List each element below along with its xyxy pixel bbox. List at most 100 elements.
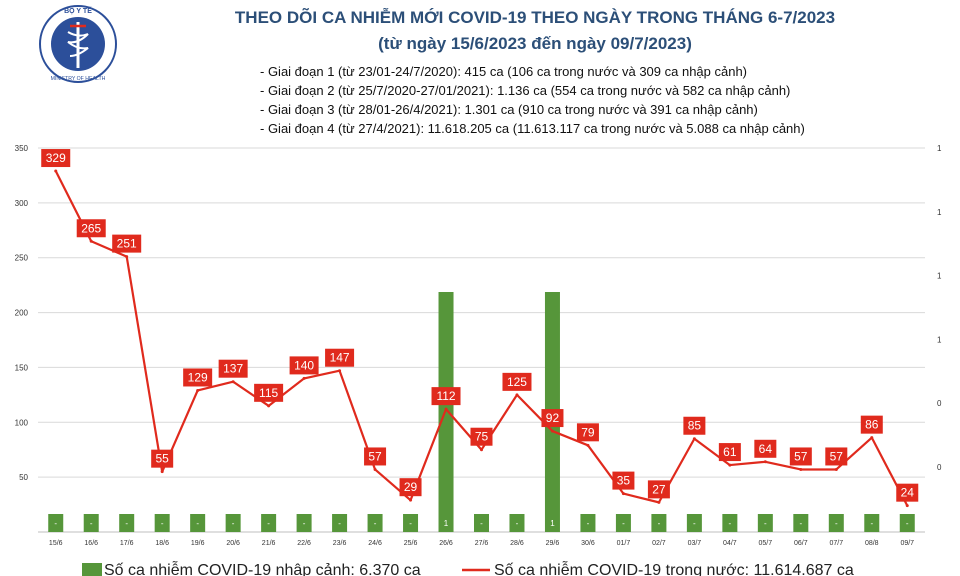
x-category-label: 15/6 <box>49 540 63 547</box>
y-axis-right: 1 1 1 1 0 0 <box>937 144 942 472</box>
domestic-data-label: 86 <box>865 418 879 432</box>
domestic-point <box>764 460 767 463</box>
domestic-data-label-box: 140 <box>290 356 319 374</box>
domestic-data-label-box: 86 <box>861 416 883 434</box>
domestic-point <box>799 468 802 471</box>
domestic-data-label-box: 329 <box>41 149 70 167</box>
domestic-point <box>551 430 554 433</box>
x-category-label: 18/6 <box>155 540 169 547</box>
x-category-label: 04/7 <box>723 540 737 547</box>
domestic-data-label: 147 <box>330 351 350 365</box>
x-category-label: 05/7 <box>759 540 773 547</box>
domestic-data-label-box: 64 <box>754 440 776 458</box>
domestic-point <box>161 470 164 473</box>
import-bar-label: - <box>125 519 128 528</box>
domestic-data-label-box: 29 <box>400 478 422 496</box>
import-bar-label: - <box>835 519 838 528</box>
import-bar-label: - <box>729 519 732 528</box>
domestic-data-label-box: 79 <box>577 423 599 441</box>
legend-bar-label: Số ca nhiễm COVID-19 nhập cảnh: 6.370 ca <box>104 560 421 576</box>
domestic-data-label: 140 <box>294 358 314 372</box>
import-bar-label: - <box>764 519 767 528</box>
domestic-point <box>338 369 341 372</box>
y-left-tick-label: 150 <box>15 363 29 372</box>
domestic-point <box>54 170 57 173</box>
domestic-data-label-box: 57 <box>364 447 386 465</box>
domestic-line <box>56 171 908 506</box>
y-axis-left: 350 300 250 200 150 100 50 <box>15 144 29 482</box>
import-bar-label: - <box>480 519 483 528</box>
domestic-data-label-box: 55 <box>151 450 173 468</box>
domestic-point <box>125 255 128 258</box>
domestic-data-label: 92 <box>546 411 560 425</box>
import-bar-label: - <box>161 519 164 528</box>
domestic-data-label: 265 <box>81 221 101 235</box>
domestic-point <box>870 436 873 439</box>
import-bar-label: - <box>196 519 199 528</box>
domestic-data-label: 251 <box>117 237 137 251</box>
domestic-data-label-box: 35 <box>612 472 634 490</box>
domestic-point <box>196 389 199 392</box>
x-category-label: 08/8 <box>865 540 879 547</box>
domestic-data-label-box: 57 <box>825 447 847 465</box>
y-right-tick-label: 1 <box>937 208 942 217</box>
domestic-data-label: 61 <box>723 445 737 459</box>
domestic-data-label-box: 251 <box>112 235 141 253</box>
import-bar-label: - <box>338 519 341 528</box>
x-category-label: 07/7 <box>829 540 843 547</box>
x-category-label: 26/6 <box>439 540 453 547</box>
domestic-point <box>303 377 306 380</box>
line-series <box>54 170 909 508</box>
domestic-data-label-box: 85 <box>683 417 705 435</box>
x-axis-categories: 15/6 16/6 17/6 18/6 19/6 20/6 21/6 22/6 23/6 24/6… <box>49 540 914 547</box>
domestic-point <box>586 444 589 447</box>
import-bar-label: - <box>658 519 661 528</box>
import-bar-label: 1 <box>444 519 449 528</box>
domestic-data-label: 125 <box>507 375 527 389</box>
x-category-label: 02/7 <box>652 540 666 547</box>
import-bar-label: - <box>587 519 590 528</box>
x-category-label: 30/6 <box>581 540 595 547</box>
domestic-data-label-box: 92 <box>541 409 563 427</box>
y-left-tick-label: 350 <box>15 144 29 153</box>
domestic-point <box>480 448 483 451</box>
import-bar-label: - <box>799 519 802 528</box>
domestic-data-label: 55 <box>156 452 170 466</box>
domestic-data-label-box: 125 <box>502 373 531 391</box>
domestic-data-label: 85 <box>688 419 702 433</box>
domestic-data-label-box: 75 <box>471 428 493 446</box>
domestic-point <box>693 437 696 440</box>
domestic-data-label-box: 27 <box>648 480 670 498</box>
domestic-data-label: 27 <box>652 482 666 496</box>
import-bar-label: - <box>303 519 306 528</box>
domestic-data-label: 137 <box>223 362 243 376</box>
import-bar-label: - <box>906 519 909 528</box>
domestic-point <box>445 408 448 411</box>
domestic-data-label: 64 <box>759 442 773 456</box>
legend: Số ca nhiễm COVID-19 nhập cảnh: 6.370 ca… <box>82 560 854 576</box>
import-bar-label: 1 <box>550 519 555 528</box>
domestic-data-label: 329 <box>46 151 66 165</box>
domestic-point <box>835 468 838 471</box>
y-right-tick-label: 1 <box>937 144 942 153</box>
domestic-point <box>622 492 625 495</box>
x-category-label: 24/6 <box>368 540 382 547</box>
domestic-data-label: 115 <box>259 386 278 400</box>
import-bar-label: - <box>622 519 625 528</box>
y-right-tick-label: 0 <box>937 399 942 408</box>
domestic-data-label-box: 129 <box>183 368 212 386</box>
x-category-label: 23/6 <box>333 540 347 547</box>
domestic-data-label: 57 <box>830 449 844 463</box>
x-category-label: 20/6 <box>226 540 240 547</box>
x-category-label: 01/7 <box>617 540 631 547</box>
x-category-label: 16/6 <box>84 540 98 547</box>
y-right-tick-label: 0 <box>937 463 942 472</box>
domestic-data-label: 35 <box>617 474 631 488</box>
y-right-tick-label: 1 <box>937 272 942 281</box>
y-left-tick-label: 200 <box>15 309 29 318</box>
domestic-point <box>232 380 235 383</box>
x-category-label: 03/7 <box>688 540 702 547</box>
x-category-label: 25/6 <box>404 540 418 547</box>
grid-lines <box>38 148 925 532</box>
